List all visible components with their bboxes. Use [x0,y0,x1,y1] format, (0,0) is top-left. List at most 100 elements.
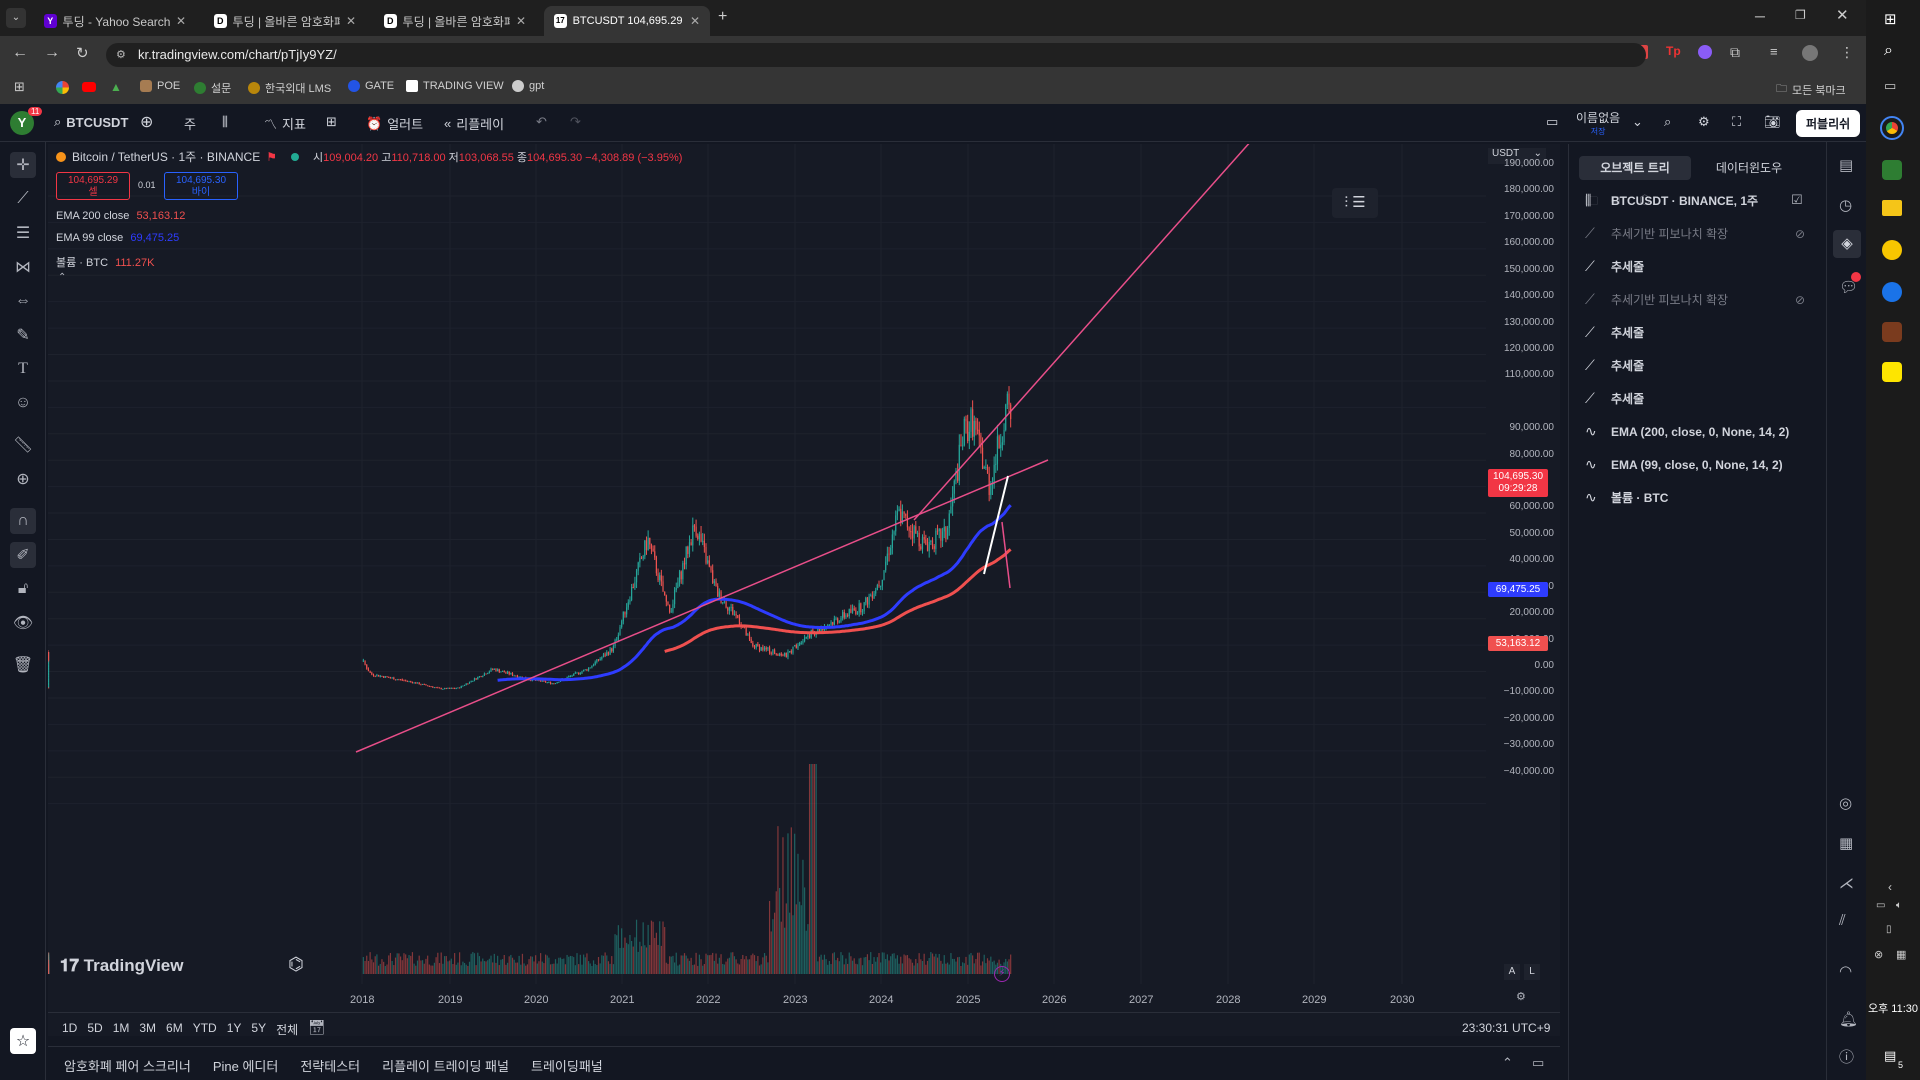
object-tree-item[interactable]: ⟋ 추세줄 [1585,357,1805,374]
publish-button[interactable]: 퍼블리쉬 [1796,110,1861,137]
indicators-button[interactable]: 〽 지표 [264,114,306,133]
price-axis[interactable]: 190,000.00 180,000.00 170,000.00 160,000.00… [1486,144,1560,984]
bottom-panel-tab[interactable]: 암호화폐 페어 스크리너 [64,1059,191,1074]
settings-icon[interactable]: ⚙ [1698,114,1710,129]
range-button[interactable]: 5D [87,1021,103,1035]
lightning-icon[interactable]: ⚡︎ [994,966,1010,982]
bookmark-gpt[interactable]: gpt [512,80,544,92]
templates-icon[interactable]: ⊞ [326,114,337,129]
browser-tab[interactable]: D 투딩 | 올바른 암호화폐 투 ✕ [204,6,366,36]
object-tree-item[interactable]: ∿ EMA (200, close, 0, None, 14, 2) [1585,423,1805,440]
chart-type-icon[interactable]: ⫼ [222,114,228,129]
puzzle-icon[interactable]: ⧉ [1730,44,1740,60]
compare-icon[interactable]: ⊕ [140,114,154,131]
settings-icon[interactable]: ⚙ [1516,991,1526,1003]
brush-icon[interactable]: ✎ [16,327,30,344]
close-icon[interactable]: ✕ [515,14,526,28]
object-tree-item[interactable]: ∿ EMA (99, close, 0, None, 14, 2) [1585,456,1805,473]
url-field[interactable]: ⚙ kr.tradingview.com/chart/pTjIy9YZ/ [106,43,1646,67]
bottom-panel-tab[interactable]: 트레이딩패널 [530,1059,603,1074]
horizontal-lines-icon[interactable]: ☰ [15,225,31,242]
object-tree-icon[interactable]: ◈ [1833,230,1861,258]
youtube-icon[interactable] [82,82,96,92]
measure-icon[interactable]: ⇔ [15,292,31,309]
range-button[interactable]: 전체 [276,1023,299,1037]
object-tree-item[interactable]: ⟋ 추세줄 [1585,258,1805,275]
calendar-icon[interactable]: ▦ [1839,835,1854,852]
range-button[interactable]: 5Y [251,1021,267,1035]
close-icon[interactable]: ⊗ [1874,949,1884,961]
collapse-legend-icon[interactable]: ⌃ [58,272,67,283]
trendline[interactable] [1001,521,1011,589]
chat-icon[interactable]: 💬︎ [1839,279,1859,296]
pattern-icon[interactable]: ⋈ [15,259,31,276]
trash-icon[interactable]: 🗑︎ [12,657,34,674]
app-icon[interactable] [1882,160,1902,180]
notification-icon[interactable]: ▤ [1884,1048,1897,1063]
range-button[interactable]: 6M [166,1021,183,1035]
browser-tab-active[interactable]: 17 BTCUSDT 104,695.29 ▲ +0.1% ✕ [544,6,710,36]
chevron-up-icon[interactable]: ⌃ [1502,1055,1513,1070]
camera-icon[interactable]: 📷︎ [1764,114,1781,129]
chevron-left-icon[interactable]: ‹ [1888,880,1892,894]
close-icon[interactable]: ✕ [345,14,356,28]
browser-tab[interactable]: Y 투딩 - Yahoo Search Results ✕ [34,6,196,36]
layers-icon[interactable]: ⬡ [1639,192,1651,207]
object-tree-item[interactable]: ∿ 볼륨 · BTC [1585,489,1805,506]
help-icon[interactable]: ⓘ [1839,1049,1855,1066]
explorer-icon[interactable] [1882,200,1902,216]
search-icon[interactable]: ⌕ [1884,42,1893,59]
clock[interactable]: 오후 11:30 [1868,1003,1919,1015]
buy-button[interactable]: 104,695.30 바이 [164,172,238,200]
symbol-legend[interactable]: Bitcoin / TetherUS · 1주 · BINANCE ⚑ 시109… [56,148,682,165]
extension-icon[interactable]: Tp [1666,44,1681,58]
symbol-search[interactable]: ⌕ BTCUSDT [54,114,128,130]
emoji-icon[interactable]: ☺ [14,394,32,411]
volume-legend[interactable]: 볼륨 · BTC 111.27K [56,254,154,270]
range-button[interactable]: 1D [62,1021,78,1035]
alert-button[interactable]: ⏰ 얼러트 [366,114,423,133]
restore-icon[interactable]: ❐ [1795,8,1806,22]
object-tree-item[interactable]: ⟋ 추세줄 [1585,324,1805,341]
chart-svg[interactable] [48,144,1560,1036]
tab-data-window[interactable]: 데이터윈도우 [1715,161,1783,175]
tab-search-button[interactable]: ⌄ [6,8,26,28]
site-info-icon[interactable]: ⚙ [116,49,126,61]
drive-icon[interactable]: ▲ [110,80,122,94]
bell-icon[interactable]: 🔔︎ [1839,1011,1859,1028]
ema200-legend[interactable]: EMA 200 close 53,163.12 [56,210,185,222]
favorite-star-icon[interactable]: ☆ [10,1028,36,1054]
google-icon[interactable] [56,81,69,94]
app-icon[interactable] [1882,322,1902,342]
network-icon[interactable]: ▭ [1876,900,1886,911]
close-icon[interactable]: ✕ [175,14,186,28]
object-tree-item[interactable]: ⟋ 추세기반 피보나치 확장 ⊘ [1585,291,1805,308]
trendline[interactable] [355,459,1049,753]
app-icon[interactable] [1882,282,1902,302]
target-icon[interactable]: ◎ [1839,795,1853,812]
text-icon[interactable]: T [18,360,28,377]
quick-search-icon[interactable]: ⌕ [1664,114,1672,129]
chevron-down-icon[interactable]: ⌄ [1632,114,1643,129]
forward-icon[interactable]: → [44,44,60,61]
tab-object-tree[interactable]: 오브젝트 트리 [1579,156,1691,180]
lock-icon[interactable]: 🔓︎ [17,580,29,597]
range-button[interactable]: 3M [139,1021,157,1035]
range-button[interactable]: YTD [192,1021,217,1035]
interval-button[interactable]: 주 [184,117,196,132]
object-tree-item[interactable]: ⟋ 추세기반 피보나치 확장 ⊘ [1585,225,1805,242]
trendline-tool-icon[interactable]: ⟋ [17,190,29,207]
layout-icon[interactable]: ▭ [1546,114,1559,129]
bottom-panel-tab[interactable]: 전략테스터 [300,1059,361,1074]
fullscreen-icon[interactable]: ⛶ [1732,114,1742,129]
ruler-icon[interactable]: 📏︎ [12,437,34,454]
undo-icon[interactable]: ↶ [536,114,547,129]
ideas-icon[interactable]: ⋌ [1839,875,1854,892]
bookmark-survey[interactable]: 설문 [194,80,231,96]
ema99-legend[interactable]: EMA 99 close 69,475.25 [56,232,179,244]
replay-button[interactable]: « 리플레이 [444,114,504,133]
minimize-icon[interactable]: ─ [1755,8,1765,24]
taskview-icon[interactable]: ▭ [1884,78,1897,93]
bookmark-gate[interactable]: GATE [348,80,394,92]
eye-icon[interactable]: 👁︎ [12,615,34,632]
